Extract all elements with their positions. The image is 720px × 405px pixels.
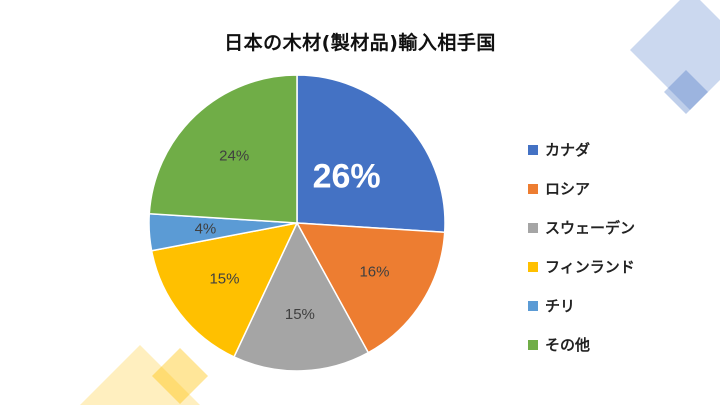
pie-slice-1 bbox=[296, 74, 446, 234]
legend-swatch bbox=[528, 144, 538, 155]
legend-label: チリ bbox=[545, 297, 576, 315]
data-label-2: 16% bbox=[359, 264, 389, 281]
data-label-1: 26% bbox=[313, 157, 381, 195]
legend-item-3: スウェーデン bbox=[528, 208, 635, 247]
legend-item-1: カナダ bbox=[528, 130, 635, 169]
legend-item-5: チリ bbox=[528, 286, 635, 325]
legend-item-6: その他 bbox=[528, 325, 635, 364]
legend-item-2: ロシア bbox=[528, 169, 635, 208]
data-label-3: 15% bbox=[285, 306, 315, 323]
legend-swatch bbox=[528, 339, 538, 350]
legend-label: カナダ bbox=[545, 141, 591, 159]
legend-swatch bbox=[528, 183, 538, 194]
pie-slice-2 bbox=[295, 222, 446, 354]
legend-label: スウェーデン bbox=[545, 219, 636, 237]
pie-slice-4 bbox=[150, 221, 299, 358]
legend-label: ロシア bbox=[545, 180, 591, 198]
legend-label: その他 bbox=[545, 336, 591, 354]
pie-slice-6 bbox=[148, 74, 298, 224]
legend: カナダロシアスウェーデン フィンランド チリその他 bbox=[528, 130, 635, 364]
legend-label: フィンランド bbox=[545, 258, 635, 276]
data-label-4: 15% bbox=[209, 271, 239, 288]
data-label-5: 4% bbox=[195, 220, 217, 237]
pie-slice-3 bbox=[232, 221, 370, 372]
legend-item-4: フィンランド bbox=[528, 247, 635, 286]
data-label-6: 24% bbox=[219, 148, 249, 165]
chart-title: 日本の木材(製材品)輸入相手国 bbox=[224, 32, 496, 54]
legend-swatch bbox=[528, 300, 538, 311]
legend-swatch bbox=[528, 222, 538, 233]
legend-swatch bbox=[528, 261, 538, 272]
